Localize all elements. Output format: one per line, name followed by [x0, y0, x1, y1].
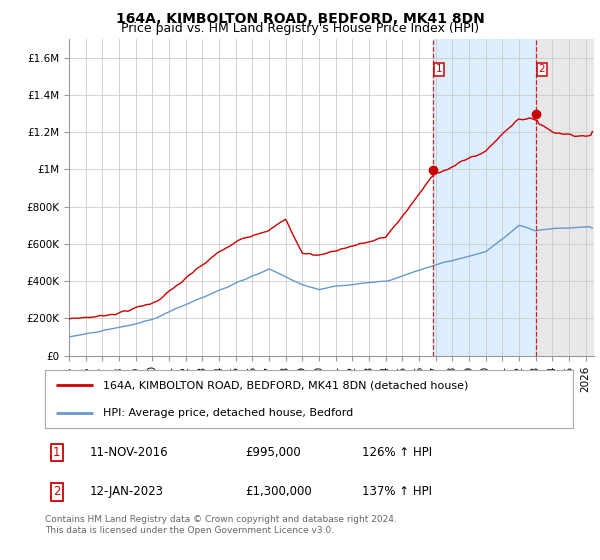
Text: £995,000: £995,000	[245, 446, 301, 459]
Text: HPI: Average price, detached house, Bedford: HPI: Average price, detached house, Bedf…	[103, 408, 353, 418]
Text: 11-NOV-2016: 11-NOV-2016	[90, 446, 169, 459]
Text: 1: 1	[53, 446, 61, 459]
Text: 2: 2	[538, 64, 545, 74]
Text: 164A, KIMBOLTON ROAD, BEDFORD, MK41 8DN: 164A, KIMBOLTON ROAD, BEDFORD, MK41 8DN	[116, 12, 484, 26]
Bar	[433, 39, 536, 356]
Bar	[536, 39, 594, 356]
Text: 126% ↑ HPI: 126% ↑ HPI	[362, 446, 432, 459]
Text: 12-JAN-2023: 12-JAN-2023	[90, 485, 164, 498]
Text: 137% ↑ HPI: 137% ↑ HPI	[362, 485, 432, 498]
Text: Contains HM Land Registry data © Crown copyright and database right 2024.
This d: Contains HM Land Registry data © Crown c…	[45, 515, 397, 535]
Text: £1,300,000: £1,300,000	[245, 485, 313, 498]
Text: Price paid vs. HM Land Registry's House Price Index (HPI): Price paid vs. HM Land Registry's House …	[121, 22, 479, 35]
Text: 2: 2	[53, 485, 61, 498]
Text: 1: 1	[436, 64, 442, 74]
Bar	[536, 39, 594, 356]
Text: 164A, KIMBOLTON ROAD, BEDFORD, MK41 8DN (detached house): 164A, KIMBOLTON ROAD, BEDFORD, MK41 8DN …	[103, 380, 469, 390]
